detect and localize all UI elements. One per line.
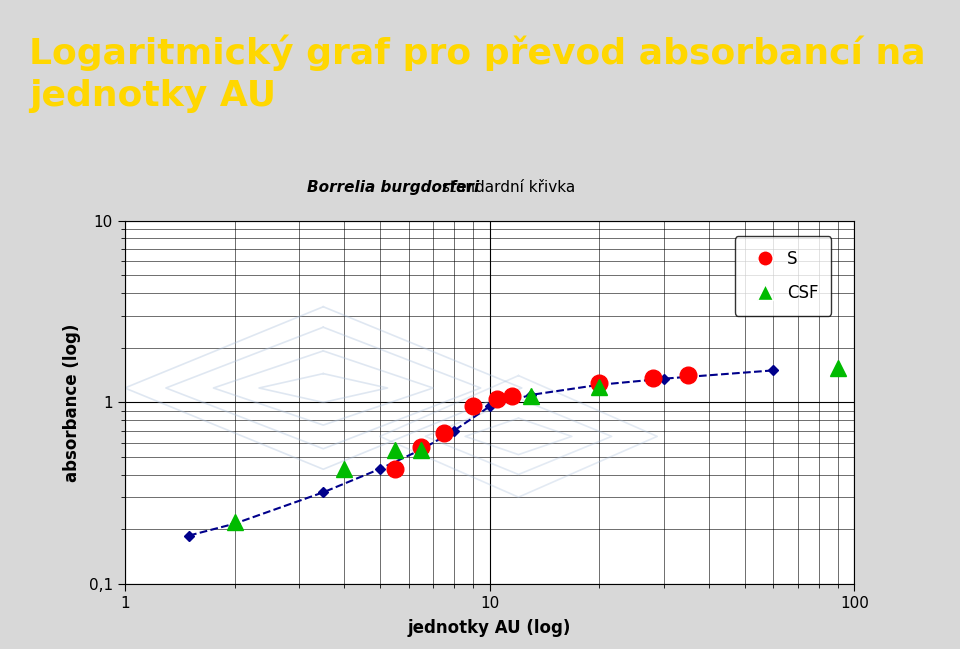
CSF — [832, 364, 844, 372]
S — [492, 395, 503, 402]
S — [416, 443, 427, 450]
S — [683, 371, 694, 378]
Y-axis label: absorbance (log): absorbance (log) — [62, 323, 81, 482]
Line: CSF: CSF — [227, 360, 846, 530]
S — [593, 379, 605, 387]
Text: Logaritmický graf pro převod absorbancí na
jednotky AU: Logaritmický graf pro převod absorbancí … — [29, 34, 925, 113]
CSF — [525, 393, 537, 400]
CSF — [389, 446, 400, 454]
S — [389, 465, 400, 473]
CSF — [593, 383, 605, 391]
S — [439, 429, 450, 437]
Legend: S, CSF: S, CSF — [735, 236, 831, 315]
CSF — [339, 465, 350, 473]
CSF — [416, 446, 427, 454]
Text: : standardní křivka: : standardní křivka — [432, 180, 576, 195]
S — [468, 402, 479, 410]
S — [506, 393, 517, 400]
Line: S: S — [387, 367, 696, 477]
Text: Borrelia burgdorferi: Borrelia burgdorferi — [307, 180, 480, 195]
CSF — [228, 518, 240, 526]
S — [647, 374, 659, 382]
X-axis label: jednotky AU (log): jednotky AU (log) — [408, 619, 571, 637]
